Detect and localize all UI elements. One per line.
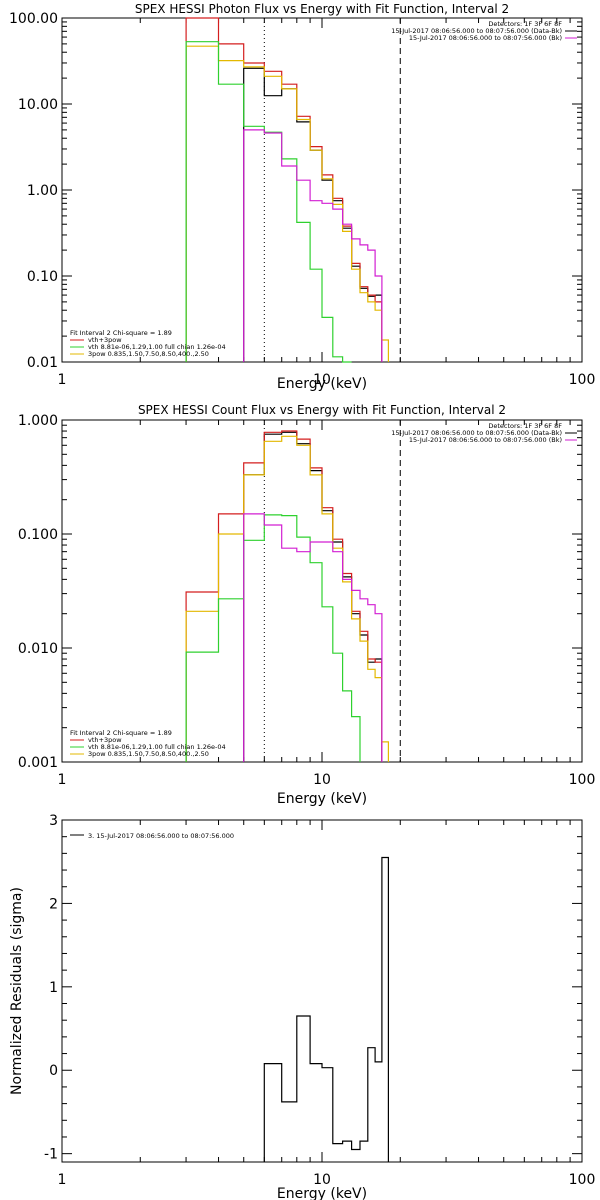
series-black-line — [263, 856, 389, 1162]
y-tick-label: 0.010 — [18, 641, 58, 657]
y-tick-label: 0.100 — [18, 527, 58, 543]
legend-entry: vth 8.81e-06,1.29,1.00 full chian 1.26e-… — [88, 343, 226, 351]
y-tick-label: -1 — [44, 1147, 58, 1163]
legend-top: 3. 15-Jul-2017 08:06:56.000 to 08:07:56.… — [70, 832, 234, 840]
series-yellow-line — [185, 435, 389, 762]
legend-entry: Detectors: 1F 3F 6F 8F — [488, 422, 562, 430]
y-tick-label: 0.01 — [27, 355, 58, 371]
chart-title: SPEX HESSI Photon Flux vs Energy with Fi… — [135, 2, 509, 16]
y-tick-label: 3 — [49, 813, 58, 829]
series-green-line — [185, 514, 361, 762]
x-tick-label: 100 — [569, 772, 596, 788]
y-tick-label: 0.10 — [27, 269, 58, 285]
x-axis: 1 10 100 Energy (keV) — [58, 420, 596, 807]
x-tick-label: 1 — [58, 372, 67, 388]
y-tick-label: 1 — [49, 980, 58, 996]
x-tick-label: 10 — [313, 1172, 331, 1188]
series-green-line — [185, 41, 352, 363]
chart-title: SPEX HESSI Count Flux vs Energy with Fit… — [138, 403, 506, 417]
y-axis-label: Normalized Residuals (sigma) — [9, 887, 25, 1095]
legend-entry: Fit Interval 2 Chi-square = 1.89 — [70, 729, 172, 737]
legend-entry: Fit Interval 2 Chi-square = 1.89 — [70, 329, 172, 337]
y-tick-label: 1.000 — [18, 413, 58, 429]
x-axis-label: Energy (keV) — [277, 376, 367, 392]
legend-entry: vth+3pow — [88, 336, 122, 344]
chart-residuals: 1 10 100 Energy (keV) -1 0 1 2 3 Normalized Resid… — [9, 813, 595, 1200]
legend-entry: 15-Jul-2017 08:06:56.000 to 08:07:56.000… — [409, 34, 562, 42]
x-axis-label: Energy (keV) — [277, 791, 367, 807]
x-tick-label: 1 — [58, 772, 67, 788]
y-tick-label: 0 — [49, 1063, 58, 1079]
y-axis: 0.001 0.010 0.100 1.000 — [18, 413, 582, 771]
legend-entry: 3. 15-Jul-2017 08:06:56.000 to 08:07:56.… — [88, 832, 234, 840]
y-tick-label: 1.00 — [27, 183, 58, 199]
legend-entry: 3pow 0.835,1.50,7.50,8.50,400.,2.50 — [88, 350, 209, 358]
legend-entry: 15-Jul-2017 08:06:56.000 to 08:07:56.000… — [391, 27, 562, 35]
legend-entry: Detectors: 1F 3F 6F 8F — [488, 20, 562, 28]
y-tick-label: 100.00 — [9, 11, 58, 27]
series-red-line — [185, 17, 383, 362]
legend-bottom: Fit Interval 2 Chi-square = 1.89vth+3pow… — [70, 729, 226, 758]
chart-count: SPEX HESSI Count Flux vs Energy with Fit… — [18, 403, 595, 807]
legend-entry: 15-Jul-2017 08:06:56.000 to 08:07:56.000… — [391, 429, 562, 437]
legend-entry: 3pow 0.835,1.50,7.50,8.50,400.,2.50 — [88, 750, 209, 758]
legend-entry: vth+3pow — [88, 736, 122, 744]
y-axis: 0.01 0.10 1.00 10.00 100.00 — [9, 11, 582, 371]
y-tick-label: 2 — [49, 896, 58, 912]
legend-entry: vth 8.81e-06,1.29,1.00 full chian 1.26e-… — [88, 743, 226, 751]
chart-photon: SPEX HESSI Photon Flux vs Energy with Fi… — [9, 2, 595, 392]
x-tick-label: 10 — [313, 772, 331, 788]
legend-entry: 15-Jul-2017 08:06:56.000 to 08:07:56.000… — [409, 436, 562, 444]
x-tick-label: 100 — [569, 372, 596, 388]
y-axis: -1 0 1 2 3 Normalized Residuals (sigma) — [9, 813, 582, 1163]
y-tick-label: 0.001 — [18, 755, 58, 771]
x-tick-label: 1 — [58, 1172, 67, 1188]
series-black-line — [243, 67, 383, 362]
plot-frame — [61, 819, 583, 1163]
series-magenta-line — [243, 513, 383, 762]
x-tick-label: 100 — [569, 1172, 596, 1188]
y-tick-label: 10.00 — [18, 97, 58, 113]
series-yellow-line — [185, 45, 389, 362]
x-tick-label: 10 — [313, 372, 331, 388]
legend-bottom: Fit Interval 2 Chi-square = 1.89vth+3pow… — [70, 329, 226, 358]
x-axis: 1 10 100 Energy (keV) — [58, 820, 596, 1200]
series-red-line — [185, 430, 383, 762]
series-magenta-line — [243, 129, 383, 362]
x-axis-label: Energy (keV) — [277, 1186, 367, 1200]
